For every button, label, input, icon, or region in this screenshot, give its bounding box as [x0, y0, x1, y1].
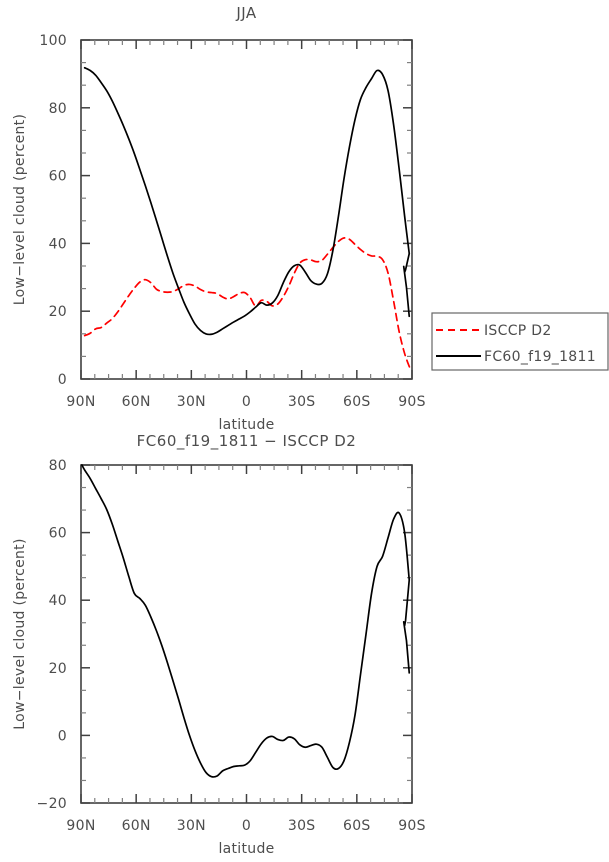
top-y-tick-label: 80	[49, 101, 67, 117]
bottom-plot-frame	[80, 464, 413, 804]
legend-label-2: FC60_f19_1811	[484, 349, 596, 365]
bottom-chart-title: FC60_f19_1811 − ISCCP D2	[137, 432, 357, 451]
top-x-axis-label: latitude	[218, 417, 274, 433]
bottom-y-tick-label: 80	[49, 458, 67, 474]
top-y-tick-label: 0	[58, 372, 67, 388]
top-series-line	[83, 66, 411, 336]
top-x-tick-label: 0	[242, 394, 251, 410]
bottom-series-tail	[402, 579, 411, 674]
bottom-x-tick-label: 60N	[122, 818, 151, 834]
legend-box	[431, 312, 609, 371]
bottom-y-tick-label: 60	[49, 526, 67, 542]
bottom-y-axis-label: Low−level cloud (percent)	[12, 538, 28, 729]
series-legend[interactable]: ISCCP D2 FC60_f19_1811	[431, 312, 609, 371]
bottom-series-line	[81, 464, 411, 778]
bottom-y-tick-label: −20	[37, 796, 67, 812]
legend-label-1: ISCCP D2	[484, 323, 552, 339]
bottom-x-tick-label: 30N	[177, 818, 206, 834]
top-series-tail	[402, 252, 411, 318]
top-x-tick-label: 60S	[343, 394, 371, 410]
top-x-tick-label: 90N	[66, 394, 95, 410]
top-series-line	[83, 237, 412, 370]
top-x-tick-label: 30N	[177, 394, 206, 410]
bottom-x-tick-label: 90S	[398, 818, 426, 834]
top-series-group	[83, 66, 412, 370]
top-y-tick-label: 100	[39, 33, 67, 49]
bottom-x-tick-label: 60S	[343, 818, 371, 834]
bottom-y-tick-label: 0	[58, 728, 67, 744]
top-x-tick-label: 60N	[122, 394, 151, 410]
top-y-tick-label: 40	[49, 236, 67, 252]
bottom-y-tick-label: 20	[49, 661, 67, 677]
bottom-x-axis-label: latitude	[218, 841, 274, 857]
top-y-axis-label: Low−level cloud (percent)	[12, 114, 28, 305]
top-x-tick-label: 90S	[398, 394, 426, 410]
top-chart-title: JJA	[235, 4, 257, 22]
top-y-tick-label: 20	[49, 304, 67, 320]
bottom-x-tick-label: 30S	[288, 818, 316, 834]
bottom-x-tick-label: 0	[242, 818, 251, 834]
top-x-tick-label: 30S	[288, 394, 316, 410]
bottom-y-tick-label: 40	[49, 593, 67, 609]
top-panel: JJA 90N 60N 30N 0 30S 60S 90S 0 20 40 60 80 100 latitu…	[12, 4, 426, 433]
bottom-panel: FC60_f19_1811 − ISCCP D2 90N 60N 30N 0 30S 60S…	[12, 432, 426, 857]
bottom-x-tick-label: 90N	[66, 818, 95, 834]
bottom-series-group	[81, 464, 411, 778]
top-plot-frame	[80, 39, 413, 380]
top-y-tick-label: 60	[49, 169, 67, 185]
